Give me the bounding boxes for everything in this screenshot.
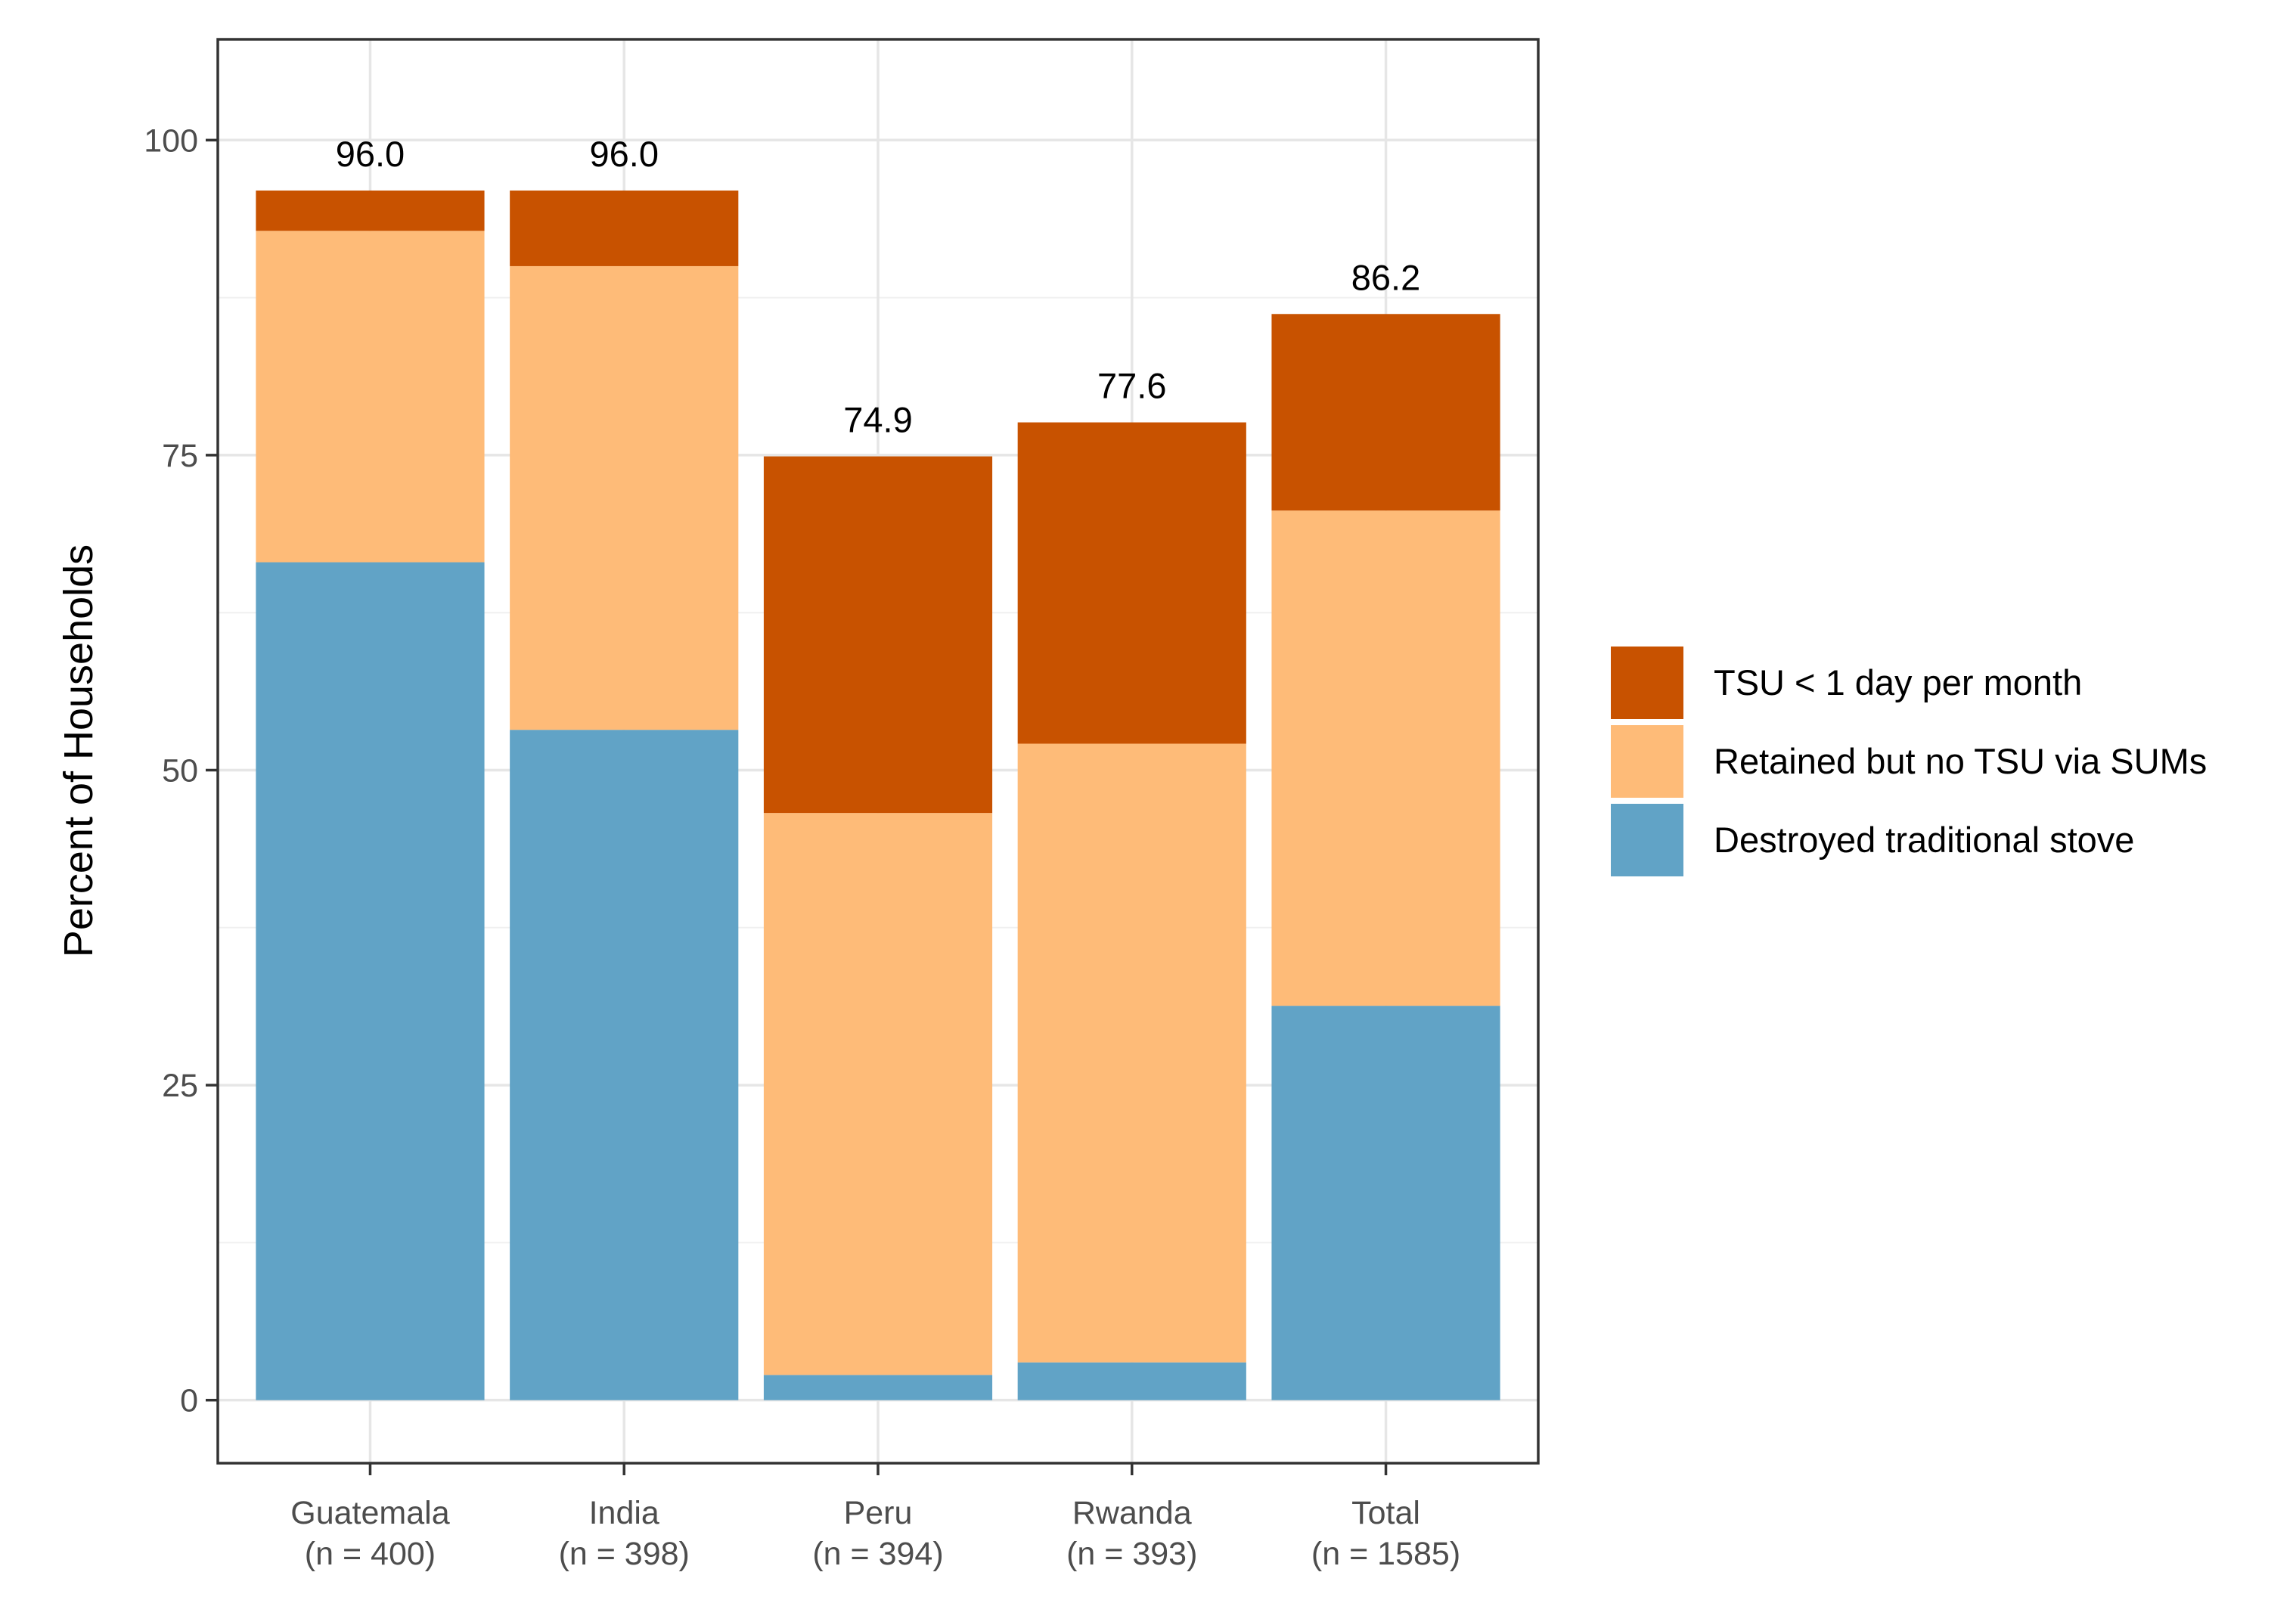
- x-tick-sample-size: (n = 1585): [1311, 1536, 1460, 1572]
- x-tick-label: Rwanda: [1072, 1495, 1192, 1531]
- y-tick-label: 25: [162, 1068, 198, 1104]
- legend-key: [1611, 647, 1683, 719]
- total-label: 96.0: [589, 134, 658, 174]
- bars-group: [256, 190, 1500, 1400]
- bar-total-tsu-1-day-per-month: [1271, 314, 1500, 511]
- bar-india-destroyed-traditional-stove: [510, 730, 739, 1400]
- y-tick-label: 0: [180, 1383, 198, 1419]
- x-tick-sample-size: (n = 398): [559, 1536, 690, 1572]
- bar-guatemala-destroyed-traditional-stove: [256, 562, 485, 1400]
- y-tick-label: 50: [162, 752, 198, 789]
- x-tick-label: Total: [1351, 1495, 1420, 1531]
- total-labels-group: 96.0 96.0 74.9 77.6 86.2: [336, 134, 1421, 440]
- x-tick-sample-size: (n = 393): [1066, 1536, 1197, 1572]
- legend-label: TSU < 1 day per month: [1714, 662, 2082, 702]
- bar-guatemala-retained-but-no-tsu-via-sums: [256, 231, 485, 563]
- x-tick-sample-size: (n = 394): [812, 1536, 943, 1572]
- x-axis: Guatemala (n = 400) India (n = 398) Peru (n =…: [290, 1463, 1460, 1572]
- y-axis: 0 25 50 75 100: [144, 122, 218, 1419]
- legend-key: [1611, 804, 1683, 876]
- x-tick-label: Peru: [844, 1495, 913, 1531]
- bar-peru-destroyed-traditional-stove: [763, 1375, 993, 1400]
- total-label: 96.0: [336, 134, 405, 174]
- x-tick-label: Guatemala: [290, 1495, 449, 1531]
- total-label: 74.9: [843, 400, 912, 440]
- bar-india-tsu-1-day-per-month: [510, 190, 739, 266]
- x-tick-label: India: [589, 1495, 659, 1531]
- legend-label: Destroyed traditional stove: [1714, 820, 2134, 860]
- bar-total-retained-but-no-tsu-via-sums: [1271, 510, 1500, 1006]
- legend-key: [1611, 725, 1683, 798]
- bar-guatemala-tsu-1-day-per-month: [256, 190, 485, 231]
- total-label: 86.2: [1351, 257, 1420, 297]
- bar-total-destroyed-traditional-stove: [1271, 1006, 1500, 1400]
- bar-peru-tsu-1-day-per-month: [763, 456, 993, 814]
- bar-rwanda-retained-but-no-tsu-via-sums: [1017, 743, 1246, 1363]
- y-tick-label: 75: [162, 438, 198, 474]
- legend-label: Retained but no TSU via SUMs: [1714, 741, 2207, 781]
- bar-peru-retained-but-no-tsu-via-sums: [763, 813, 993, 1375]
- bar-india-retained-but-no-tsu-via-sums: [510, 265, 739, 730]
- y-axis-title: Percent of Households: [56, 544, 101, 957]
- bar-rwanda-destroyed-traditional-stove: [1017, 1362, 1246, 1400]
- bar-rwanda-tsu-1-day-per-month: [1017, 422, 1246, 744]
- legend: TSU < 1 day per month Retained but no TSU…: [1611, 647, 2207, 876]
- total-label: 77.6: [1097, 366, 1166, 406]
- y-tick-label: 100: [144, 122, 198, 159]
- x-tick-sample-size: (n = 400): [305, 1536, 436, 1572]
